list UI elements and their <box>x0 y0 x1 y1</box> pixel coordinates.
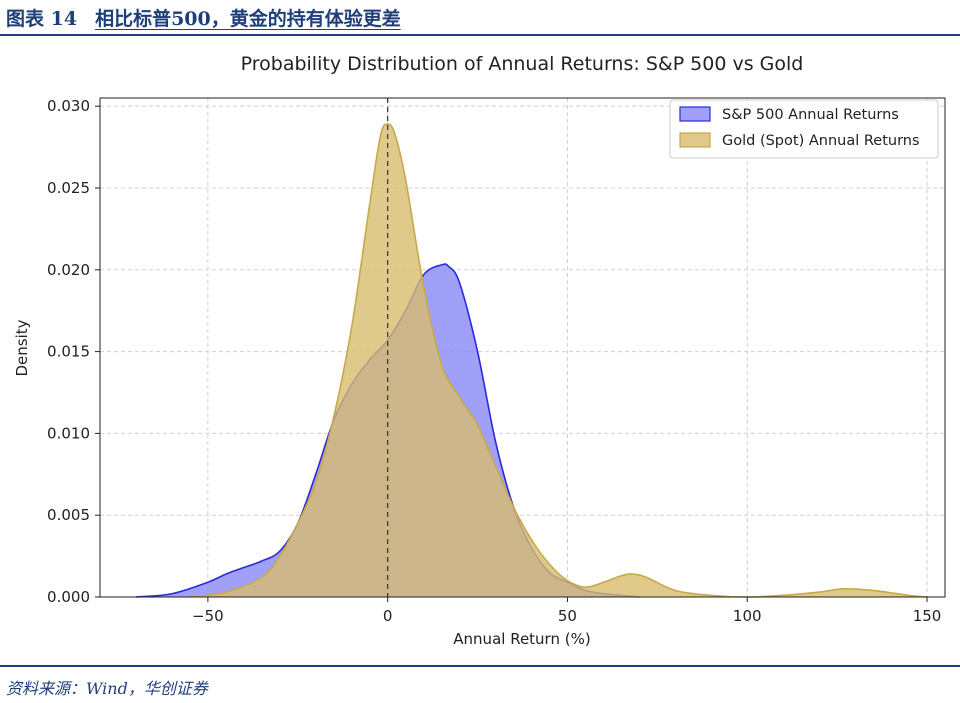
source-note: 资料来源：Wind，华创证券 <box>6 679 208 698</box>
legend-label-sp500: S&P 500 Annual Returns <box>722 107 899 123</box>
legend-swatch-sp500 <box>679 106 711 122</box>
figure-title: 相比标普500，黄金的持有体验更差 <box>95 8 401 30</box>
density-areas <box>135 123 928 598</box>
legend-swatch-gold <box>679 132 711 148</box>
plot-frame <box>99 97 946 598</box>
x-tick-label: 100 <box>733 607 762 625</box>
y-axis-ticks: 0.000 0.005 0.010 0.015 0.020 0.025 0.030 <box>47 97 100 606</box>
figure-number: 图表 14 <box>6 8 78 30</box>
grid <box>100 98 945 597</box>
chart-title: Probability Distribution of Annual Retur… <box>241 53 804 75</box>
x-axis-ticks: −50 0 50 100 150 <box>192 597 941 625</box>
header-rule <box>0 34 960 36</box>
y-tick-label: 0.020 <box>47 261 90 279</box>
legend: S&P 500 Annual Returns Gold (Spot) Annua… <box>669 99 939 159</box>
y-tick-label: 0.030 <box>47 97 90 115</box>
y-axis-label: Density <box>13 319 31 376</box>
x-tick-label: 150 <box>913 607 942 625</box>
legend-label-gold: Gold (Spot) Annual Returns <box>722 133 920 149</box>
x-tick-label: 0 <box>383 607 393 625</box>
x-tick-label: 50 <box>558 607 577 625</box>
y-tick-label: 0.015 <box>47 343 90 361</box>
x-axis-label: Annual Return (%) <box>453 630 590 648</box>
footer-rule <box>0 665 960 667</box>
y-tick-label: 0.010 <box>47 424 90 442</box>
figure-header: 图表 14 相比标普500，黄金的持有体验更差 <box>0 0 960 36</box>
chart: Probability Distribution of Annual Retur… <box>13 53 946 648</box>
legend-box <box>669 99 939 159</box>
y-tick-label: 0.000 <box>47 588 90 606</box>
y-tick-label: 0.025 <box>47 179 90 197</box>
y-tick-label: 0.005 <box>47 506 90 524</box>
figure-caption: 图表 14 相比标普500，黄金的持有体验更差 <box>6 4 401 31</box>
x-tick-label: −50 <box>192 607 224 625</box>
density-area-gold <box>189 124 928 597</box>
